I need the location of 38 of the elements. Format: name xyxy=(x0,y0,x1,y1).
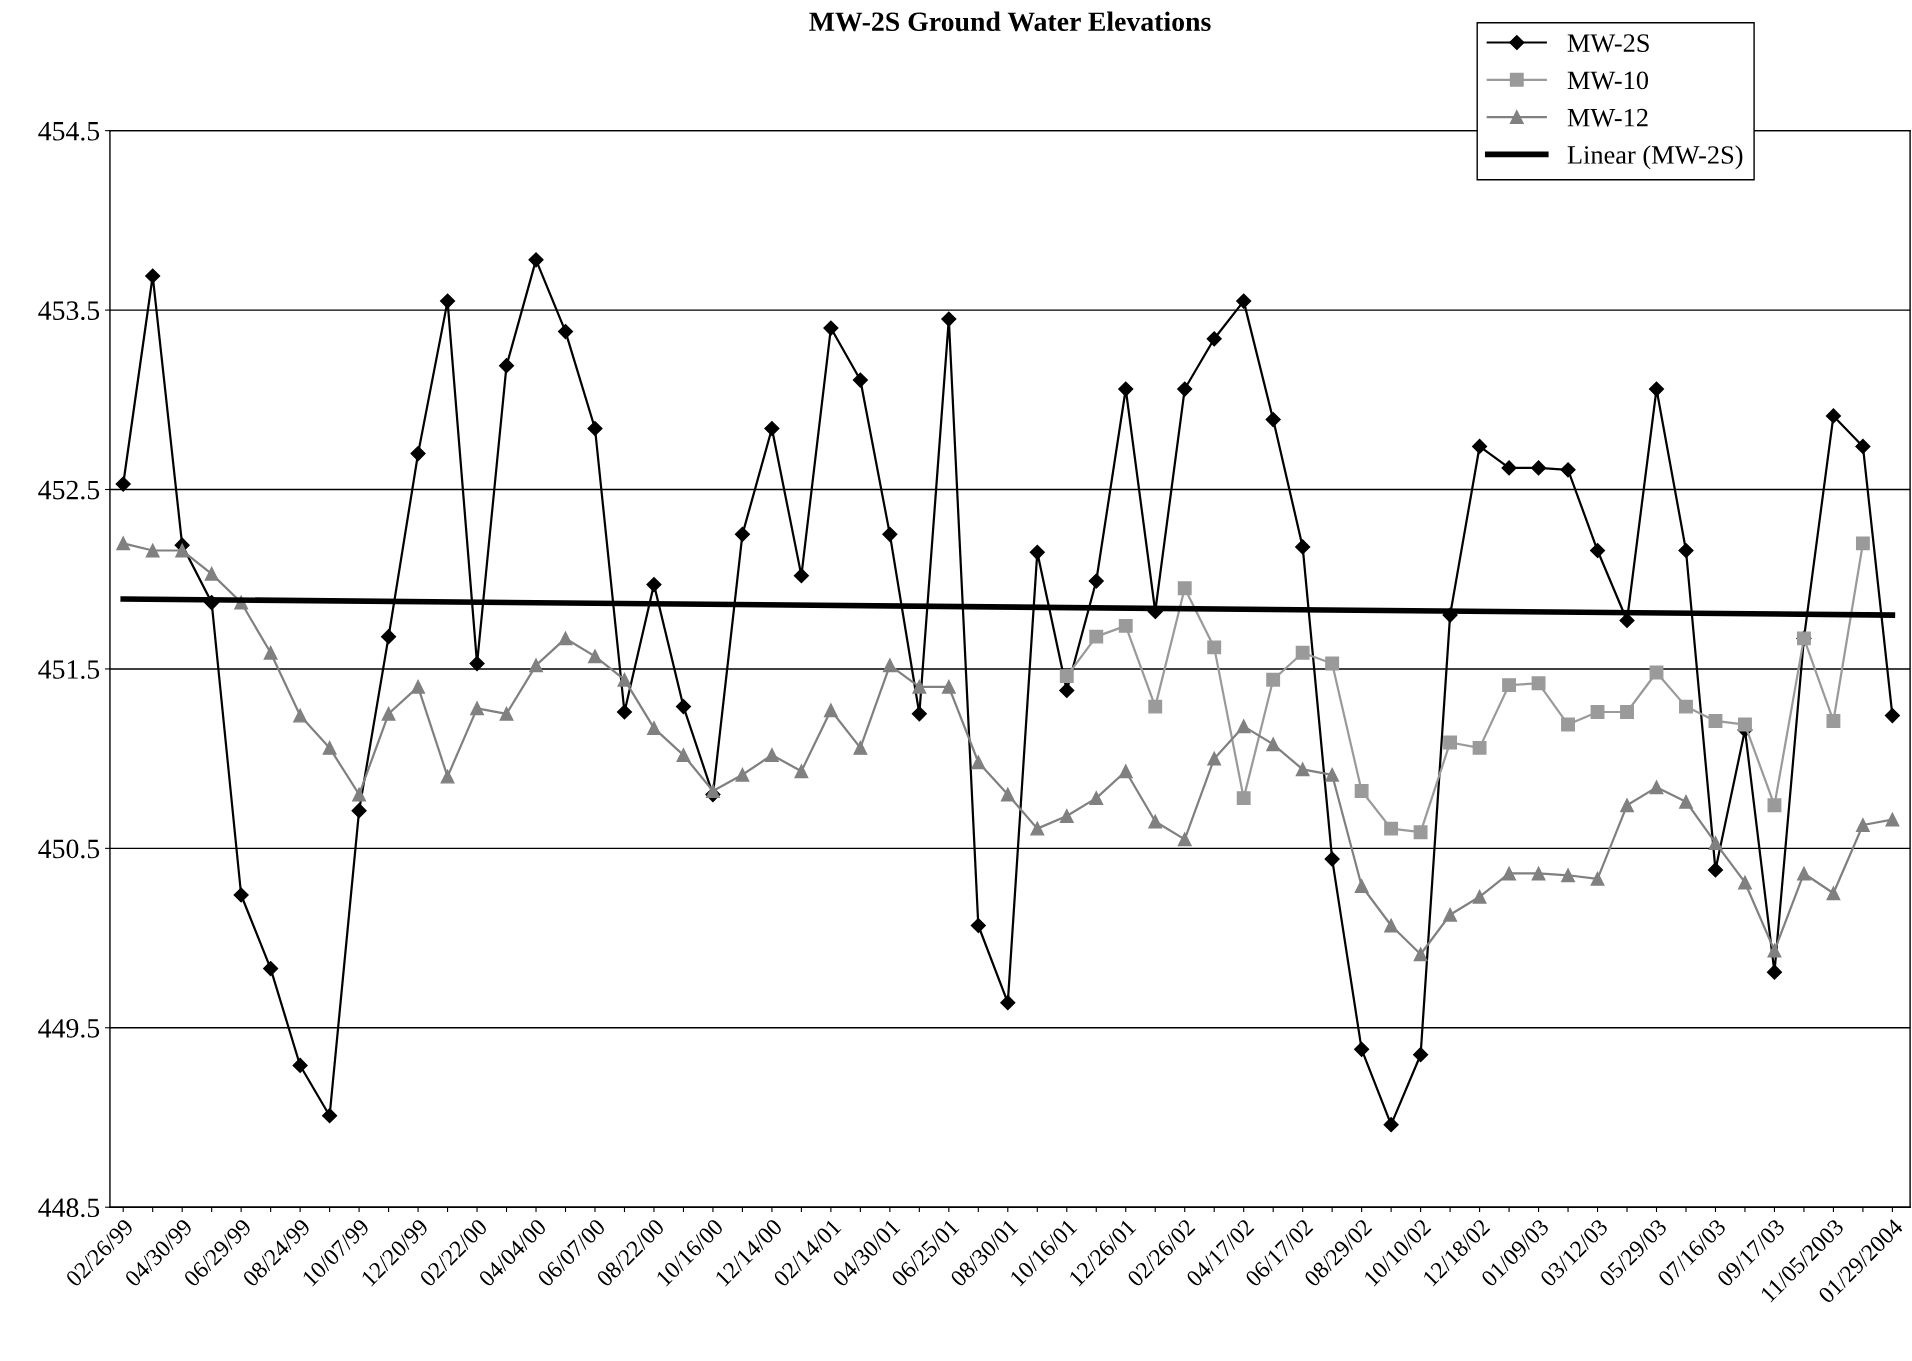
point xyxy=(1325,656,1340,671)
point xyxy=(1413,825,1428,840)
y-tick-label: 448.5 xyxy=(38,1198,100,1218)
chart-title: MW-2S Ground Water Elevations xyxy=(809,11,1211,32)
point xyxy=(1207,640,1222,655)
point xyxy=(1089,629,1104,644)
point xyxy=(1738,717,1752,732)
point xyxy=(1443,735,1458,750)
y-tick-label: 449.5 xyxy=(38,1019,100,1038)
point xyxy=(1118,618,1133,633)
y-tick-label: 454.5 xyxy=(38,122,100,141)
point xyxy=(1295,645,1310,660)
point xyxy=(1561,717,1575,732)
point xyxy=(1679,699,1693,714)
point xyxy=(1236,791,1251,806)
point xyxy=(1472,740,1487,755)
y-tick-label: 451.5 xyxy=(38,660,100,679)
point xyxy=(1384,821,1399,836)
y-tick-label: 452.5 xyxy=(38,480,100,500)
point xyxy=(1148,699,1163,714)
point xyxy=(1059,669,1074,684)
point xyxy=(1620,705,1634,719)
y-tick-label: 453.5 xyxy=(38,301,100,321)
point xyxy=(1354,783,1369,798)
point xyxy=(1531,676,1546,691)
point xyxy=(1266,672,1281,687)
point xyxy=(1708,714,1723,728)
point xyxy=(1855,536,1870,551)
y-tick-label: 450.5 xyxy=(38,839,100,859)
point xyxy=(1502,678,1517,693)
point xyxy=(1826,714,1841,728)
point xyxy=(1177,581,1192,596)
legend-label: MW-10 xyxy=(1567,71,1649,90)
legend-label: MW-12 xyxy=(1567,108,1648,127)
point xyxy=(1590,705,1605,719)
legend-label: Linear (MW-2S) xyxy=(1567,145,1743,170)
legend-label: MW-2S xyxy=(1567,34,1649,53)
point xyxy=(1767,798,1782,813)
